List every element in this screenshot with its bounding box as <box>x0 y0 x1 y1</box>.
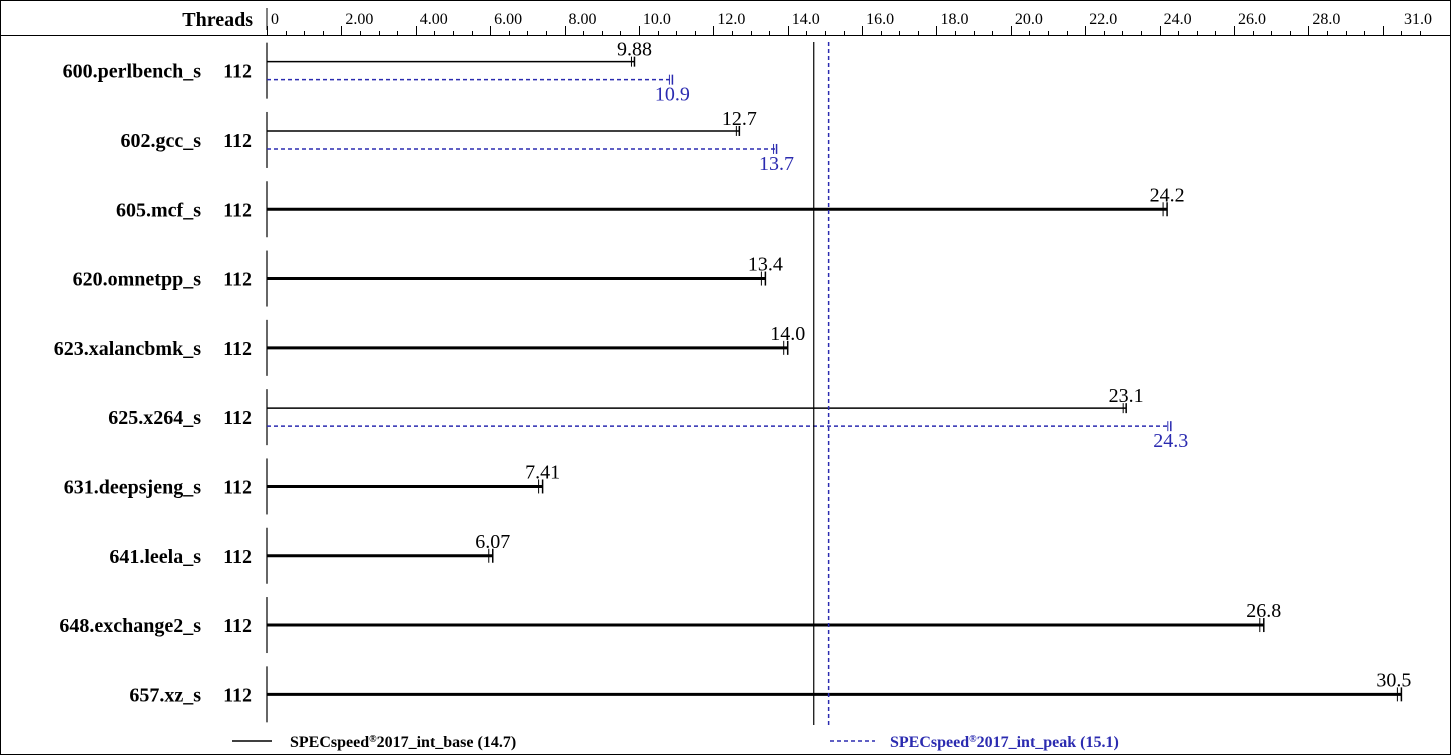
base-value-label: 6.07 <box>475 531 510 553</box>
legend-base-label: SPECspeed®2017_int_base (14.7) <box>290 734 516 751</box>
threads-value: 112 <box>223 269 252 291</box>
x-axis: 0 2.00 4.00 6.00 8.00 10.0 12.0 14.0 16.0 18.0 20.… <box>266 8 1432 35</box>
threads-value: 112 <box>223 476 252 498</box>
benchmark-name: 620.omnetpp_s <box>73 269 202 291</box>
legend-peak-label-rest: 2017_int_peak (15.1) <box>977 734 1119 751</box>
legend-base-label-sup: ® <box>369 734 377 745</box>
x-tick-label: 28.0 <box>1312 11 1340 28</box>
benchmark-name: 605.mcf_s <box>116 199 201 221</box>
legend: SPECspeed®2017_int_base (14.7) SPECspeed®… <box>232 734 1119 751</box>
legend-peak-label-main: SPECspeed <box>890 734 969 751</box>
peak-value-label: 24.3 <box>1153 430 1188 452</box>
legend-peak-label: SPECspeed®2017_int_peak (15.1) <box>890 734 1119 751</box>
base-value-label: 24.2 <box>1150 184 1185 206</box>
threads-value: 112 <box>223 546 252 568</box>
benchmark-name: 641.leela_s <box>109 546 201 568</box>
legend-base-label-rest: 2017_int_base (14.7) <box>377 734 517 751</box>
threads-value: 112 <box>223 199 252 221</box>
benchmark-row: 600.perlbench_s 112 9.88 10.9 <box>63 39 690 106</box>
x-tick-label: 10.0 <box>643 11 671 28</box>
threads-value: 112 <box>223 684 252 706</box>
x-tick-label: 0 <box>271 11 279 28</box>
peak-value-label: 10.9 <box>655 84 690 106</box>
base-value-label: 14.0 <box>770 323 805 345</box>
legend-base-label-main: SPECspeed <box>290 734 369 751</box>
peak-value-label: 13.7 <box>759 153 794 175</box>
x-tick-label: 4.00 <box>420 11 448 28</box>
x-tick-label: 6.00 <box>494 11 522 28</box>
summary-lines <box>813 42 830 725</box>
benchmark-name: 623.xalancbmk_s <box>54 338 201 360</box>
base-value-label: 30.5 <box>1376 669 1411 691</box>
x-tick-label: 8.00 <box>569 11 597 28</box>
benchmark-row: 657.xz_s 112 30.5 <box>129 666 1411 723</box>
base-value-label: 13.4 <box>748 254 783 276</box>
benchmark-row: 605.mcf_s 112 24.2 <box>116 181 1185 238</box>
threads-value: 112 <box>223 615 252 637</box>
base-value-label: 12.7 <box>722 108 757 130</box>
threads-value: 112 <box>223 338 252 360</box>
x-tick-label: 31.0 <box>1404 11 1432 28</box>
threads-value: 112 <box>223 61 252 83</box>
benchmark-name: 631.deepsjeng_s <box>64 476 201 498</box>
benchmark-row: 631.deepsjeng_s 112 7.41 <box>64 458 560 515</box>
benchmark-name: 657.xz_s <box>129 684 201 706</box>
threads-value: 112 <box>223 130 252 152</box>
benchmark-row: 602.gcc_s 112 12.7 13.7 <box>120 108 794 175</box>
base-value-label: 26.8 <box>1246 600 1281 622</box>
base-value-label: 7.41 <box>525 461 560 483</box>
x-tick-label: 24.0 <box>1164 11 1192 28</box>
threads-value: 112 <box>223 407 252 429</box>
base-value-label: 9.88 <box>617 39 652 61</box>
x-tick-label: 18.0 <box>940 11 968 28</box>
benchmark-row: 641.leela_s 112 6.07 <box>109 527 510 584</box>
benchmark-rows: 600.perlbench_s 112 9.88 10.9 602.gcc_s 112 12… <box>54 39 1411 723</box>
benchmark-row: 648.exchange2_s 112 26.8 <box>59 597 1281 654</box>
x-tick-label: 20.0 <box>1015 11 1043 28</box>
x-tick-label: 16.0 <box>866 11 894 28</box>
x-tick-label: 12.0 <box>717 11 745 28</box>
benchmark-name: 600.perlbench_s <box>63 61 202 83</box>
x-tick-label: 2.00 <box>345 11 373 28</box>
benchmark-row: 620.omnetpp_s 112 13.4 <box>73 250 783 307</box>
benchmark-name: 602.gcc_s <box>120 130 201 152</box>
threads-header: Threads <box>182 9 253 31</box>
x-tick-label: 14.0 <box>792 11 820 28</box>
x-tick-label: 26.0 <box>1238 11 1266 28</box>
legend-peak-label-sup: ® <box>969 734 977 745</box>
benchmark-row: 623.xalancbmk_s 112 14.0 <box>54 319 805 376</box>
x-tick-label: 22.0 <box>1089 11 1117 28</box>
benchmark-row: 625.x264_s 112 23.1 24.3 <box>108 385 1188 452</box>
benchmark-name: 625.x264_s <box>108 407 201 429</box>
base-value-label: 23.1 <box>1109 385 1144 407</box>
benchmark-name: 648.exchange2_s <box>59 615 201 637</box>
